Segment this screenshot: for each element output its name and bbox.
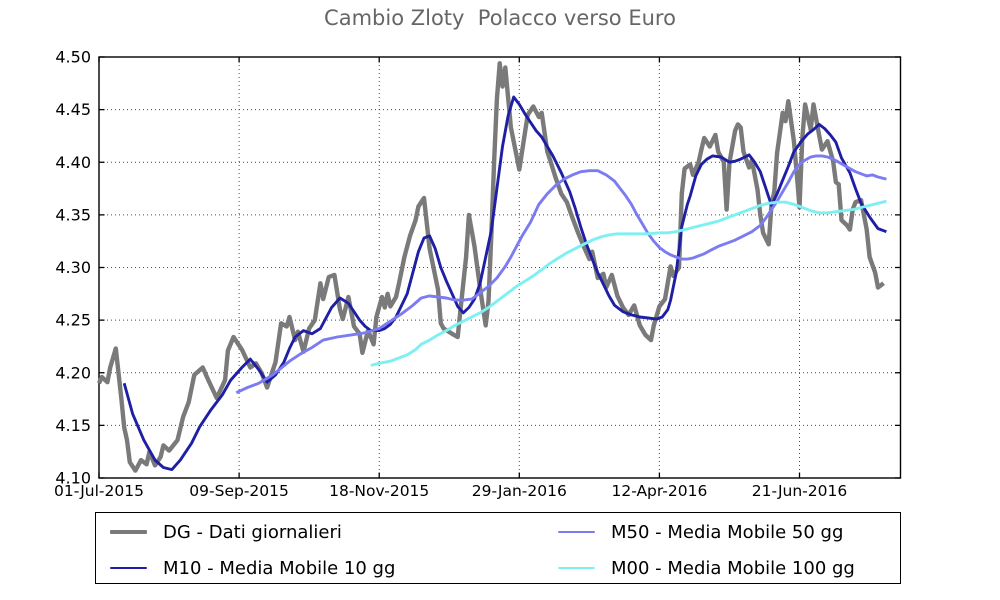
x-tick-label: 01-Jul-2015 — [54, 482, 144, 500]
y-tick-label: 4.25 — [55, 311, 91, 330]
y-tick-label: 4.20 — [55, 363, 91, 382]
x-tick-label: 18-Nov-2015 — [329, 482, 429, 500]
y-tick-label: 4.10 — [55, 469, 91, 488]
x-tick-label: 29-Jan-2016 — [472, 482, 567, 500]
x-tick-label: 21-Jun-2016 — [752, 482, 847, 500]
legend-item-m10: M10 - Media Mobile 10 gg — [96, 550, 544, 586]
series-line-m10 — [122, 95, 887, 472]
y-tick-label: 4.40 — [55, 153, 91, 172]
legend-label-m00: M00 - Media Mobile 100 gg — [611, 557, 855, 579]
y-tick-label: 4.30 — [55, 258, 91, 277]
x-tick-label: 12-Apr-2016 — [611, 482, 707, 500]
y-tick-label: 4.50 — [55, 48, 91, 67]
legend-label-m50: M50 - Media Mobile 50 gg — [611, 521, 844, 543]
legend-label-m10: M10 - Media Mobile 10 gg — [163, 557, 396, 579]
legend-line-m50-icon — [558, 530, 595, 534]
series-line-dg — [96, 61, 885, 473]
y-tick-label: 4.45 — [55, 100, 91, 119]
legend-item-dg: DG - Dati giornalieri — [96, 514, 544, 550]
legend-line-m10-icon — [110, 566, 147, 570]
series-line-m50 — [235, 154, 887, 395]
y-tick-label: 4.35 — [55, 205, 91, 224]
legend: DG - Dati giornalieri M10 - Media Mobile… — [95, 512, 901, 584]
legend-line-dg-icon — [110, 529, 147, 535]
legend-line-m00-icon — [558, 566, 595, 570]
series-line-m00 — [370, 199, 887, 367]
y-tick-label: 4.15 — [55, 416, 91, 435]
legend-item-m50: M50 - Media Mobile 50 gg — [544, 514, 900, 550]
legend-item-m00: M00 - Media Mobile 100 gg — [544, 550, 900, 586]
x-tick-label: 09-Sep-2015 — [189, 482, 289, 500]
chart-title: Cambio Zloty Polacco verso Euro — [324, 6, 676, 30]
legend-label-dg: DG - Dati giornalieri — [163, 521, 342, 543]
